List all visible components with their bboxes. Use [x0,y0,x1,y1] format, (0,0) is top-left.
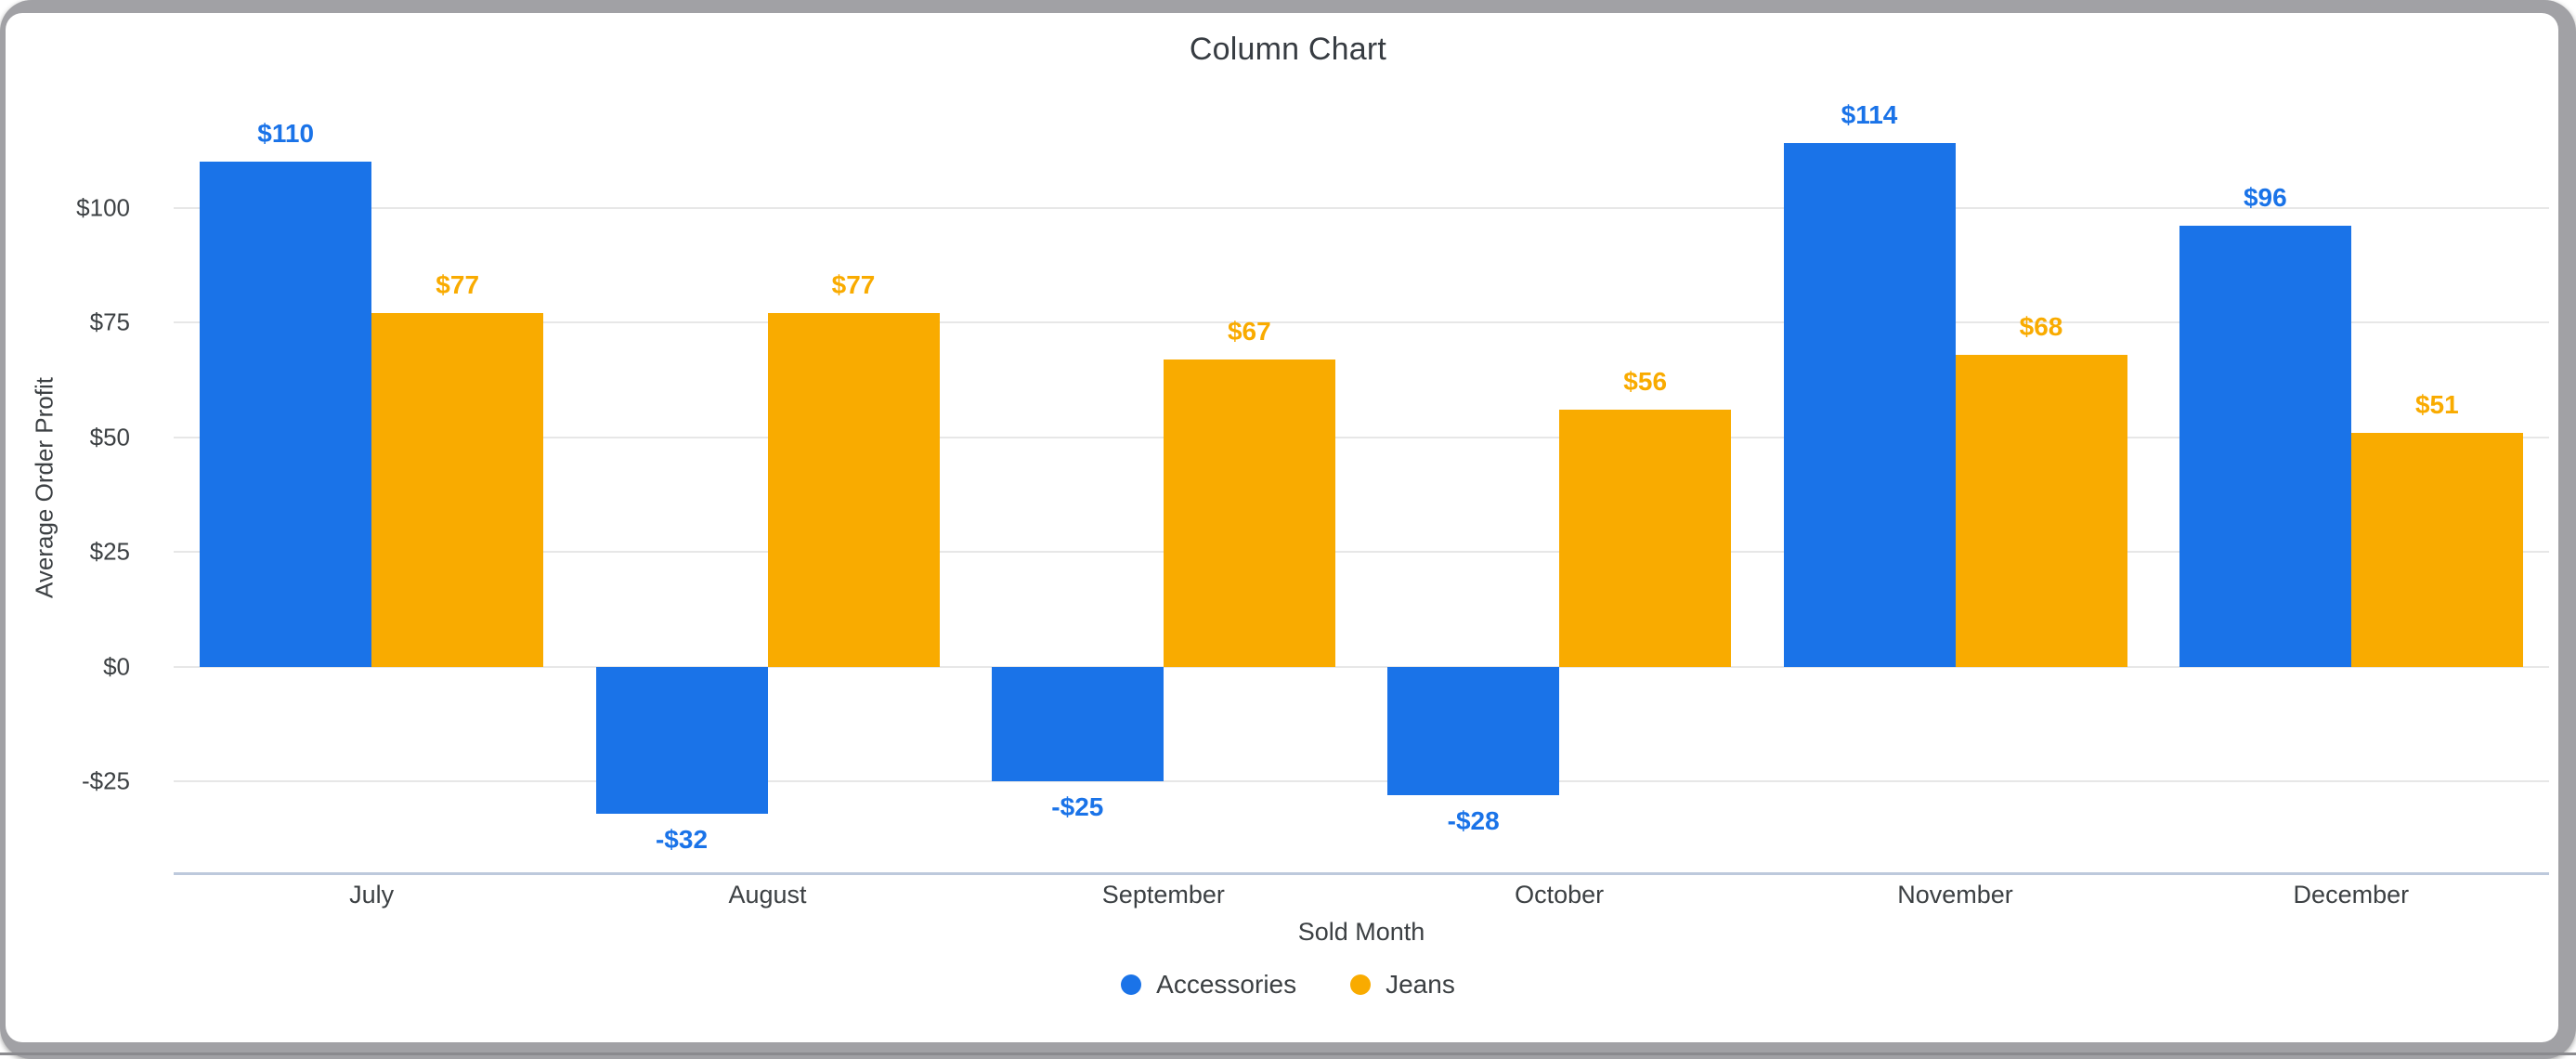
y-tick-label: -$25 [81,766,130,795]
y-tick-label: $0 [103,652,130,681]
bar-accessories-july[interactable] [200,162,372,667]
x-tick-label-september: September [1101,881,1225,909]
bar-value-label: -$28 [1447,806,1500,835]
gridline-50 [174,436,2549,438]
x-tick-label-december: December [2293,881,2410,909]
legend-label: Jeans [1386,970,1455,999]
gridline-25 [174,551,2549,554]
bar-accessories-december[interactable] [2179,226,2351,667]
bar-jeans-september[interactable] [1163,359,1335,667]
x-tick-label-november: November [1897,881,2013,909]
bar-value-label: $51 [2414,389,2459,419]
bar-accessories-september[interactable] [991,666,1164,782]
bar-value-label: $68 [2019,311,2063,341]
x-axis-baseline [174,872,2549,875]
y-tick-label: $25 [89,537,130,566]
legend: Accessories Jeans [0,970,2576,1000]
window-frame-edge [0,1052,2576,1055]
legend-swatch-icon [1121,974,1142,995]
bar-value-label: $110 [257,119,315,149]
gridline--25 [174,780,2549,783]
y-axis-title: Average Order Profit [30,377,59,598]
bar-accessories-august[interactable] [595,666,768,814]
bar-accessories-october[interactable] [1387,666,1560,795]
gridline-0 [174,665,2549,668]
x-tick-label-july: July [349,881,395,909]
legend-swatch-icon [1350,974,1372,995]
gridline-100 [174,206,2549,209]
bar-jeans-august[interactable] [767,313,940,667]
bar-jeans-december[interactable] [2350,432,2523,667]
gridline-75 [174,321,2549,324]
bar-value-label: $77 [436,270,480,300]
y-tick-label: $100 [76,193,130,222]
legend-item-jeans[interactable]: Jeans [1350,970,1455,1000]
bar-value-label: $114 [1841,100,1898,130]
bar-value-label: -$32 [655,824,709,854]
x-tick-label-october: October [1515,881,1605,909]
bar-jeans-november[interactable] [1955,354,2127,667]
bar-value-label: $67 [1227,316,1271,346]
legend-label: Accessories [1156,970,1297,999]
y-tick-label: $75 [89,307,130,336]
bar-jeans-july[interactable] [371,313,544,667]
y-tick-label: $50 [89,423,130,451]
bar-value-label: $56 [1623,367,1668,396]
legend-item-accessories[interactable]: Accessories [1121,970,1296,1000]
bar-accessories-november[interactable] [1783,143,1956,667]
bar-jeans-october[interactable] [1559,410,1732,667]
bar-value-label: $77 [831,270,876,300]
x-axis-title: Sold Month [1297,918,1425,946]
bar-value-label: $96 [2243,183,2287,213]
bar-value-label: -$25 [1051,792,1104,822]
x-tick-label-august: August [728,881,807,909]
chart-title: Column Chart [1189,32,1387,67]
